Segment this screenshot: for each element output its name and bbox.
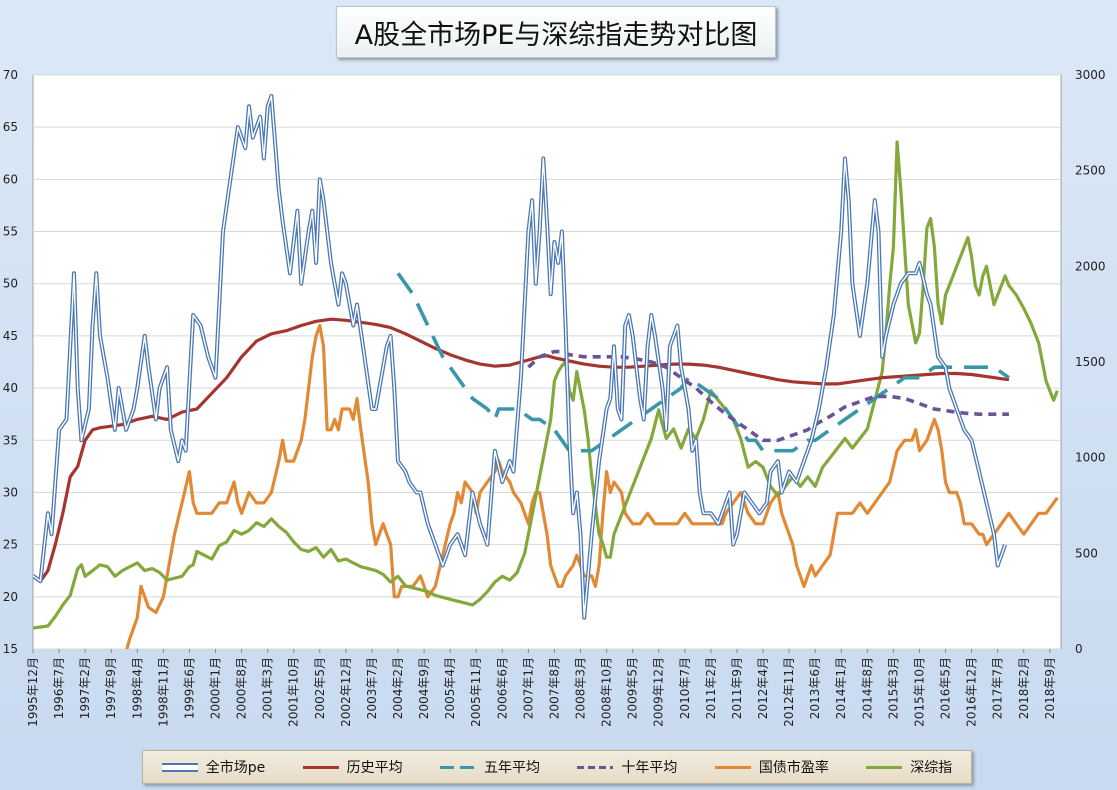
x-tick-label: 2003年7月 [365, 657, 379, 719]
y-right-tick-label: 2500 [1075, 164, 1106, 178]
x-tick-label: 2012年11月 [782, 657, 796, 727]
legend-item-szi: 深综指 [866, 757, 952, 777]
y-right-tick-label: 1500 [1075, 355, 1106, 369]
x-tick-label: 2011年2月 [704, 657, 718, 719]
x-tick-label: 2001年3月 [261, 657, 275, 719]
x-tick-label: 2016年5月 [939, 657, 953, 719]
x-tick-label: 1997年9月 [104, 657, 118, 719]
legend-swatch-5y [440, 765, 477, 769]
legend-label-szi: 深综指 [910, 760, 953, 776]
y-left-tick-label: 60 [3, 172, 18, 186]
legend-label-pe: 全市场pe [205, 760, 266, 776]
x-tick-label: 1995年12月 [26, 657, 40, 727]
x-tick-label: 2000年1月 [209, 657, 223, 719]
x-tick-label: 2001年10月 [287, 657, 301, 727]
x-tick-label: 2005年4月 [443, 657, 457, 719]
x-tick-label: 2018年9月 [1043, 657, 1057, 719]
legend: 全市场pe 历史平均 五年平均 十年平均 国债市盈率 深综指 [142, 750, 972, 784]
legend-item-bond: 国债市盈率 [714, 757, 829, 777]
series-1-line [33, 317, 1010, 583]
y-left-tick-label: 20 [3, 590, 18, 604]
x-tick-label: 2004年9月 [417, 657, 431, 719]
series-2-line [396, 272, 1010, 453]
legend-label-bond: 国债市盈率 [758, 760, 829, 776]
legend-label-10y: 十年平均 [621, 760, 678, 776]
legend-label-hist: 历史平均 [346, 760, 403, 776]
y-left-tick-label: 15 [3, 642, 18, 656]
y-right-tick-label: 500 [1075, 546, 1098, 560]
x-tick-label: 1998年4月 [130, 657, 144, 719]
y-left-tick-label: 25 [3, 538, 18, 552]
x-tick-label: 2017年7月 [991, 657, 1005, 719]
legend-item-pe: 全市场pe [161, 757, 266, 777]
x-tick-label: 1997年2月 [78, 657, 92, 719]
y-left-tick-label: 55 [3, 225, 18, 239]
x-tick-label: 1998年11月 [156, 657, 170, 727]
x-tick-label: 2008年3月 [574, 657, 588, 719]
x-tick-label: 2016年12月 [965, 657, 979, 727]
x-tick-label: 2007年8月 [547, 657, 561, 719]
x-tick-label: 2011年9月 [730, 657, 744, 719]
x-tick-label: 2005年11月 [469, 657, 483, 727]
y-right-tick-label: 1000 [1075, 451, 1106, 465]
x-tick-label: 2009年12月 [652, 657, 666, 727]
series-0-line-inner [33, 95, 1006, 619]
series-5-line [33, 140, 1059, 630]
y-right-tick-label: 3000 [1075, 68, 1106, 82]
legend-item-10y: 十年平均 [577, 757, 677, 777]
x-tick-label: 2014年1月 [834, 657, 848, 719]
x-tick-label: 2004年2月 [391, 657, 405, 719]
legend-swatch-bond [714, 765, 751, 769]
legend-swatch-10y [577, 765, 614, 769]
series-4-line [125, 323, 1059, 649]
x-tick-label: 2002年5月 [313, 657, 327, 719]
y-left-tick-label: 30 [3, 485, 18, 499]
legend-swatch-szi [866, 765, 903, 769]
x-tick-label: 2008年10月 [600, 657, 614, 727]
y-left-tick-label: 40 [3, 381, 18, 395]
x-tick-label: 2006年6月 [495, 657, 509, 719]
series-3-line [527, 349, 1009, 443]
legend-item-hist: 历史平均 [302, 757, 403, 777]
legend-swatch-pe [161, 762, 198, 772]
y-left-tick-label: 70 [3, 68, 18, 82]
x-tick-label: 1996年7月 [52, 657, 66, 719]
x-tick-label: 2002年12月 [339, 657, 353, 727]
legend-swatch-hist [302, 765, 339, 769]
legend-item-5y: 五年平均 [440, 757, 540, 777]
y-left-tick-label: 45 [3, 329, 18, 343]
x-tick-label: 2018年2月 [1017, 657, 1031, 719]
y-left-tick-label: 35 [3, 433, 18, 447]
x-tick-label: 2009年5月 [626, 657, 640, 719]
chart-title: A股全市场PE与深综指走势对比图 [336, 6, 776, 58]
y-left-tick-label: 65 [3, 120, 18, 134]
x-tick-label: 2000年8月 [235, 657, 249, 719]
x-tick-label: 2015年10月 [912, 657, 926, 727]
x-tick-label: 2010年7月 [678, 657, 692, 719]
x-tick-label: 2013年6月 [808, 657, 822, 719]
legend-label-5y: 五年平均 [484, 760, 541, 776]
x-tick-label: 2015年3月 [886, 657, 900, 719]
y-left-tick-label: 50 [3, 277, 18, 291]
x-tick-label: 2007年1月 [521, 657, 535, 719]
x-tick-label: 2012年4月 [756, 657, 770, 719]
y-right-tick-label: 2000 [1075, 259, 1106, 273]
plot-area [32, 74, 1062, 650]
x-tick-label: 2014年8月 [860, 657, 874, 719]
x-tick-label: 1999年6月 [182, 657, 196, 719]
y-right-tick-label: 0 [1075, 642, 1083, 656]
